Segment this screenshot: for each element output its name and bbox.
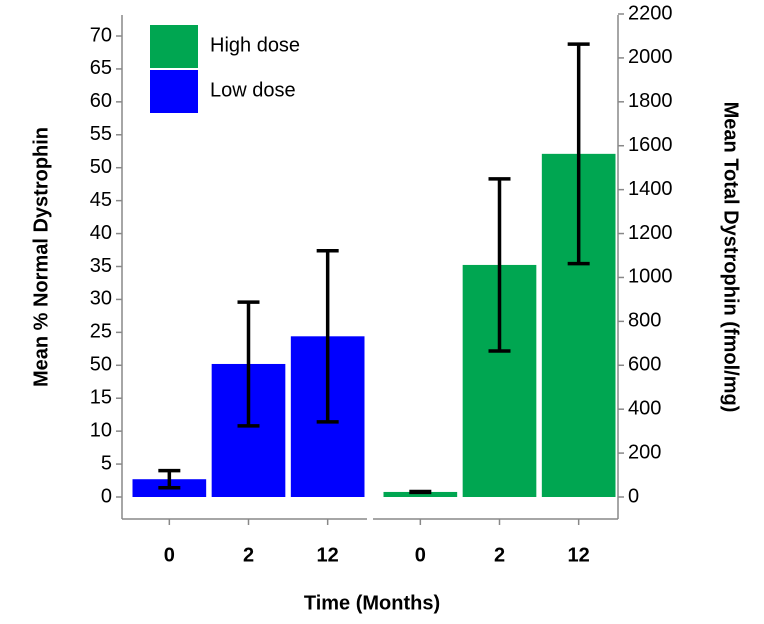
error-bar — [237, 300, 260, 428]
y2-tick-label: 2200 — [628, 2, 673, 24]
y2-tick-label: 800 — [628, 310, 661, 332]
y-tick-label: 45 — [90, 189, 112, 211]
y-tick-label: 25 — [90, 321, 112, 343]
legend-swatch — [150, 70, 198, 113]
y2-tick-label: 1600 — [628, 134, 673, 156]
y2-tick-label: 400 — [628, 397, 661, 419]
legend-label: High dose — [210, 34, 300, 56]
y-tick-label: 10 — [90, 419, 112, 441]
error-bar — [158, 468, 181, 490]
y-tick-label: 50 — [90, 354, 112, 376]
x-tick-label: 2 — [494, 544, 505, 566]
x-tick-label: 12 — [317, 544, 339, 566]
y-tick-label: 40 — [90, 222, 112, 244]
x-tick-label: 2 — [243, 544, 254, 566]
y2-tick-label: 1800 — [628, 90, 673, 112]
bar — [383, 491, 458, 497]
y2-axis-label: Mean Total Dystrophin (fmol/mg) — [720, 102, 742, 413]
y2-tick-label: 2000 — [628, 46, 673, 68]
y-tick-label: 50 — [90, 156, 112, 178]
y-tick-label: 0 — [101, 485, 112, 507]
x-tick-label: 12 — [568, 544, 590, 566]
error-bar — [409, 489, 432, 495]
y-tick-label: 5 — [101, 452, 112, 474]
y2-tick-label: 1400 — [628, 178, 673, 200]
error-bar — [316, 248, 339, 424]
y-tick-label: 70 — [90, 24, 112, 46]
x-tick-label: 0 — [164, 544, 175, 566]
error-bar — [488, 177, 511, 353]
y-tick-label: 35 — [90, 255, 112, 277]
y-tick-label: 15 — [90, 386, 112, 408]
y2-tick-label: 0 — [628, 485, 639, 507]
x-axis-label: Time (Months) — [304, 592, 440, 614]
y2-tick-label: 1200 — [628, 222, 673, 244]
y-tick-label: 30 — [90, 288, 112, 310]
y2-tick-label: 200 — [628, 441, 661, 463]
legend-label: Low dose — [210, 79, 296, 101]
y-tick-label: 55 — [90, 123, 112, 145]
legend-swatch — [150, 25, 198, 68]
y-tick-label: 60 — [90, 90, 112, 112]
x-tick-label: 0 — [415, 544, 426, 566]
y2-tick-label: 600 — [628, 354, 661, 376]
y-tick-label: 65 — [90, 57, 112, 79]
error-bar — [567, 42, 590, 266]
y2-tick-label: 1000 — [628, 266, 673, 288]
y-axis-label: Mean % Normal Dystrophin — [30, 127, 52, 387]
